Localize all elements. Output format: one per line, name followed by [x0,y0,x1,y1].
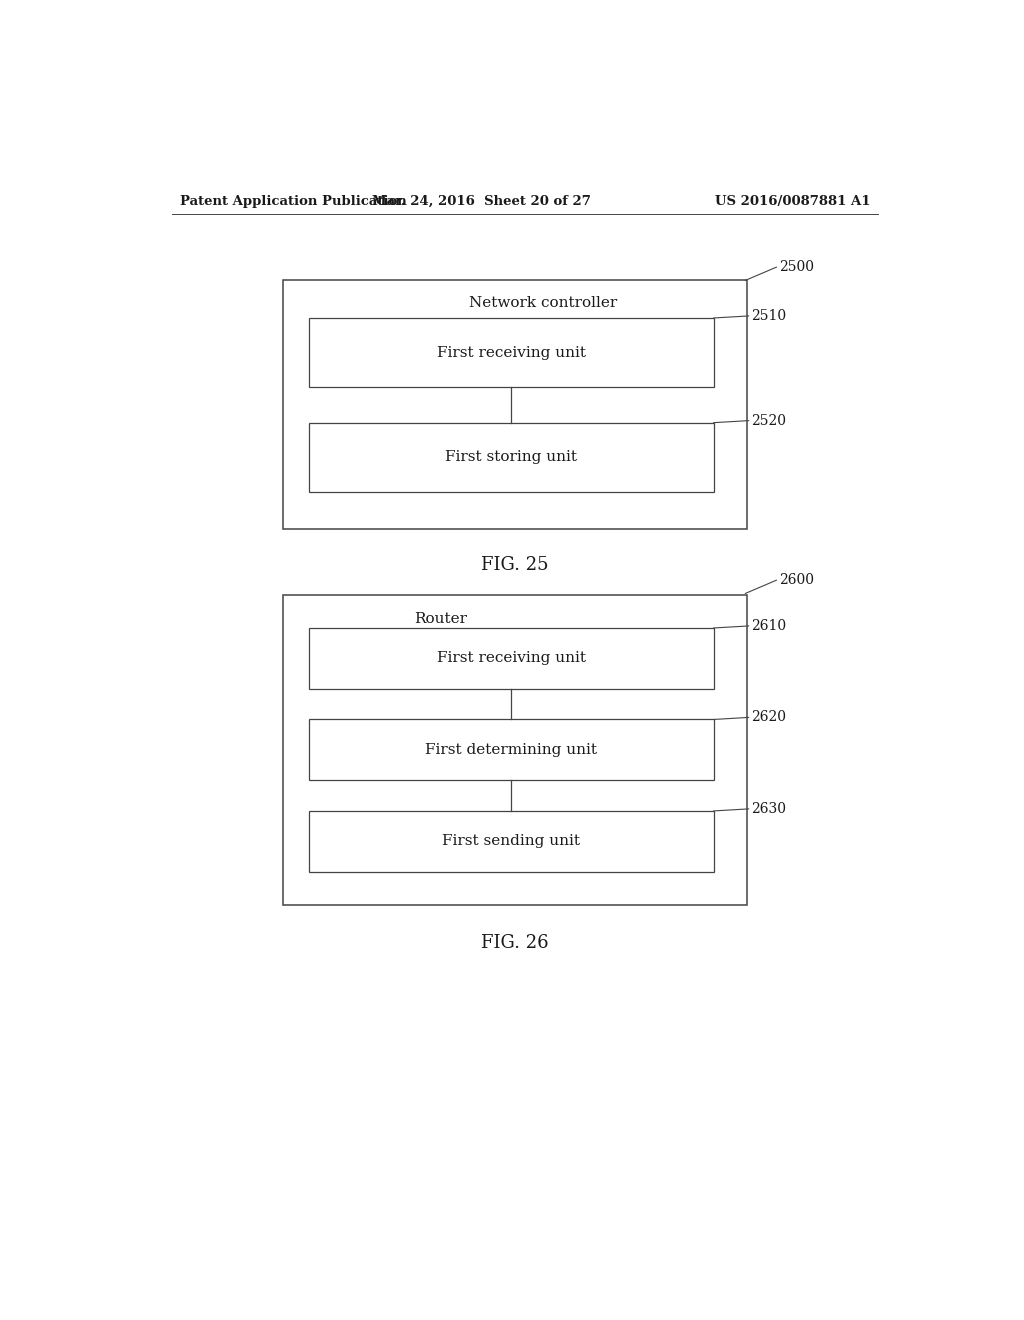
Text: FIG. 26: FIG. 26 [481,935,549,952]
Text: First determining unit: First determining unit [425,743,597,756]
Bar [309,422,714,492]
Text: FIG. 25: FIG. 25 [481,556,549,574]
Bar [283,595,748,906]
Text: 2630: 2630 [751,801,786,816]
Text: US 2016/0087881 A1: US 2016/0087881 A1 [715,194,870,207]
Bar [283,280,748,529]
Text: Router: Router [414,612,467,626]
Text: First storing unit: First storing unit [445,450,578,465]
Bar [309,719,714,780]
Bar [309,810,714,873]
Text: 2600: 2600 [778,573,814,587]
Text: Patent Application Publication: Patent Application Publication [179,194,407,207]
Text: 2620: 2620 [751,710,786,725]
Text: 2500: 2500 [778,260,814,275]
Text: First receiving unit: First receiving unit [437,346,586,359]
Text: 2510: 2510 [751,309,786,323]
Text: 2610: 2610 [751,619,786,634]
Text: Mar. 24, 2016  Sheet 20 of 27: Mar. 24, 2016 Sheet 20 of 27 [372,194,591,207]
Bar [309,318,714,387]
Bar [309,628,714,689]
Text: 2520: 2520 [751,413,786,428]
Text: Network controller: Network controller [469,296,617,310]
Text: First receiving unit: First receiving unit [437,652,586,665]
Text: First sending unit: First sending unit [442,834,581,849]
